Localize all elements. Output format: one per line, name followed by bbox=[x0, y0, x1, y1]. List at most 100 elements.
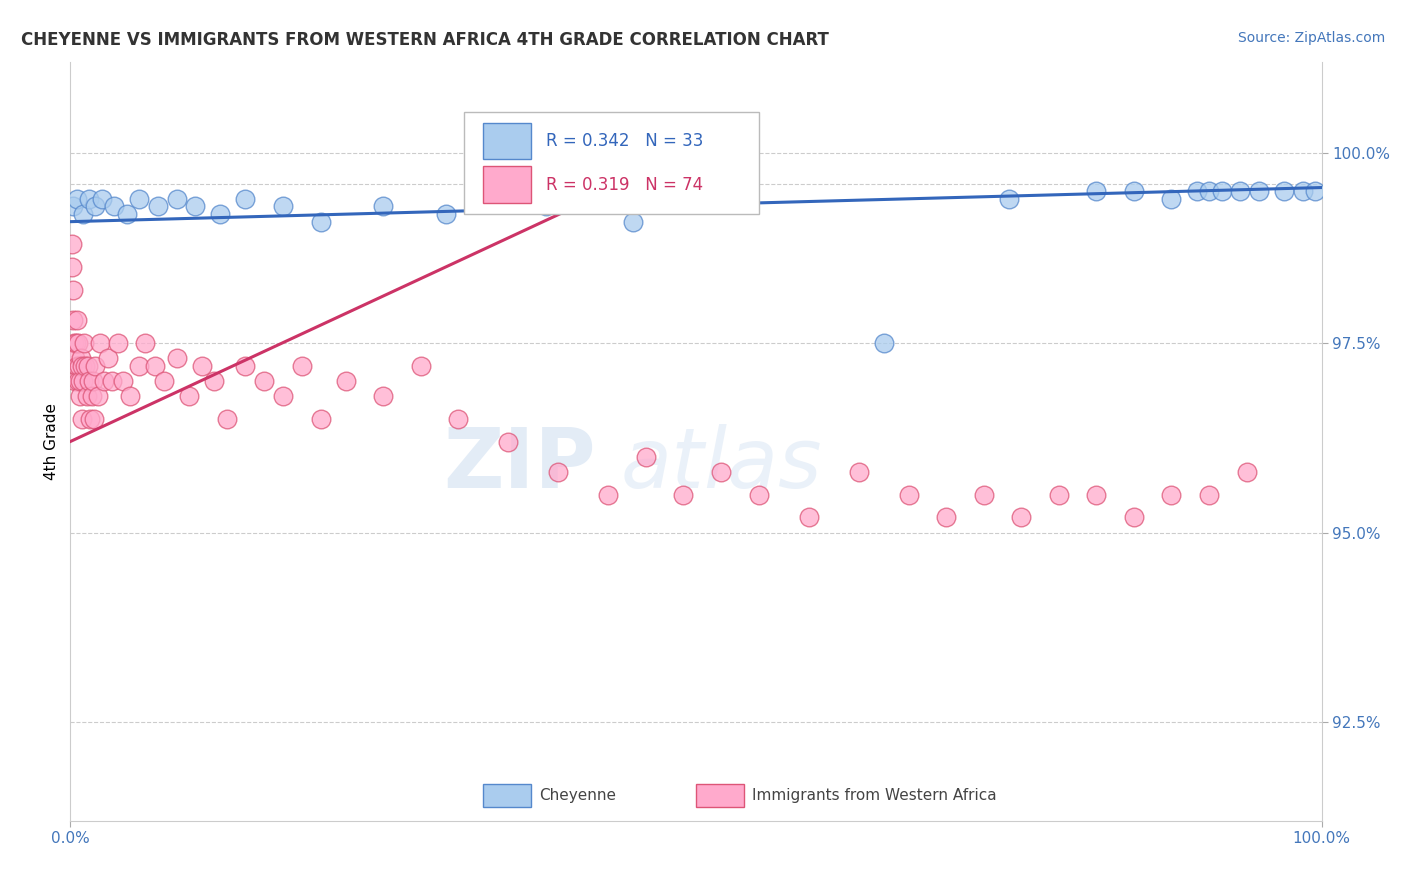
Point bbox=[67, 336, 90, 351]
Point bbox=[76, 389, 98, 403]
FancyBboxPatch shape bbox=[464, 112, 759, 214]
Point bbox=[115, 207, 138, 221]
Y-axis label: 4th Grade: 4th Grade bbox=[44, 403, 59, 480]
Point bbox=[215, 412, 238, 426]
FancyBboxPatch shape bbox=[484, 123, 531, 160]
Point bbox=[77, 374, 100, 388]
Point bbox=[107, 336, 129, 351]
Point bbox=[65, 374, 87, 388]
Point bbox=[1122, 510, 1144, 524]
Point bbox=[291, 359, 314, 373]
Point bbox=[66, 374, 89, 388]
Point bbox=[997, 192, 1019, 206]
Text: Immigrants from Western Africa: Immigrants from Western Africa bbox=[752, 789, 997, 803]
Point bbox=[145, 359, 167, 373]
Point bbox=[973, 488, 995, 502]
Point bbox=[146, 200, 169, 214]
Point bbox=[935, 510, 957, 524]
Point bbox=[190, 359, 212, 373]
FancyBboxPatch shape bbox=[484, 784, 531, 807]
Point bbox=[1122, 185, 1144, 199]
Point bbox=[184, 200, 207, 214]
Point bbox=[84, 359, 107, 373]
Point bbox=[371, 389, 394, 403]
Point bbox=[70, 359, 93, 373]
Point bbox=[80, 389, 103, 403]
Point bbox=[97, 351, 120, 366]
Point bbox=[271, 200, 294, 214]
Point bbox=[409, 359, 432, 373]
Point bbox=[87, 389, 110, 403]
Point bbox=[134, 336, 156, 351]
Point bbox=[153, 374, 176, 388]
Point bbox=[710, 465, 733, 479]
Point bbox=[111, 374, 134, 388]
Point bbox=[103, 200, 125, 214]
Point bbox=[1229, 185, 1251, 199]
Point bbox=[1292, 185, 1315, 199]
Point bbox=[872, 336, 894, 351]
Point bbox=[1160, 488, 1182, 502]
Point bbox=[66, 313, 89, 327]
Point bbox=[1085, 185, 1108, 199]
Point bbox=[65, 359, 87, 373]
Point bbox=[621, 215, 644, 229]
Point bbox=[62, 313, 84, 327]
Point bbox=[309, 215, 332, 229]
FancyBboxPatch shape bbox=[484, 166, 531, 202]
Point bbox=[202, 374, 225, 388]
Point bbox=[335, 374, 357, 388]
Point bbox=[1160, 192, 1182, 206]
Point bbox=[447, 412, 470, 426]
Point bbox=[70, 412, 93, 426]
Point bbox=[62, 200, 84, 214]
Text: R = 0.319   N = 74: R = 0.319 N = 74 bbox=[546, 176, 703, 194]
Point bbox=[309, 412, 332, 426]
Point bbox=[547, 465, 569, 479]
Point bbox=[67, 359, 90, 373]
Point bbox=[65, 336, 87, 351]
Point bbox=[1305, 185, 1327, 199]
Point bbox=[1211, 185, 1233, 199]
Point bbox=[166, 192, 188, 206]
Point bbox=[69, 374, 91, 388]
Point bbox=[166, 351, 188, 366]
Point bbox=[897, 488, 920, 502]
Point bbox=[76, 359, 98, 373]
Text: Source: ZipAtlas.com: Source: ZipAtlas.com bbox=[1237, 31, 1385, 45]
Point bbox=[1085, 488, 1108, 502]
Point bbox=[634, 450, 657, 464]
Text: CHEYENNE VS IMMIGRANTS FROM WESTERN AFRICA 4TH GRADE CORRELATION CHART: CHEYENNE VS IMMIGRANTS FROM WESTERN AFRI… bbox=[21, 31, 830, 49]
Point bbox=[1185, 185, 1208, 199]
Point bbox=[534, 200, 557, 214]
Point bbox=[82, 374, 104, 388]
Point bbox=[434, 207, 457, 221]
Point bbox=[1272, 185, 1295, 199]
Text: atlas: atlas bbox=[621, 424, 823, 505]
Point bbox=[100, 374, 122, 388]
Point bbox=[84, 200, 107, 214]
Point bbox=[77, 192, 100, 206]
Point bbox=[120, 389, 142, 403]
Point bbox=[1198, 488, 1220, 502]
Point bbox=[60, 260, 83, 275]
Point bbox=[72, 374, 94, 388]
Point bbox=[179, 389, 201, 403]
Point bbox=[90, 192, 112, 206]
Point bbox=[79, 412, 101, 426]
Point bbox=[72, 207, 94, 221]
Point bbox=[60, 237, 83, 252]
Point bbox=[63, 351, 86, 366]
Point bbox=[75, 359, 97, 373]
Point bbox=[1249, 185, 1271, 199]
Point bbox=[73, 336, 96, 351]
Point bbox=[1236, 465, 1258, 479]
Point bbox=[672, 488, 695, 502]
Point bbox=[848, 465, 870, 479]
Point bbox=[253, 374, 276, 388]
Text: R = 0.342   N = 33: R = 0.342 N = 33 bbox=[546, 132, 703, 150]
Point bbox=[70, 351, 93, 366]
Point bbox=[797, 510, 820, 524]
Point bbox=[209, 207, 232, 221]
Point bbox=[1047, 488, 1070, 502]
